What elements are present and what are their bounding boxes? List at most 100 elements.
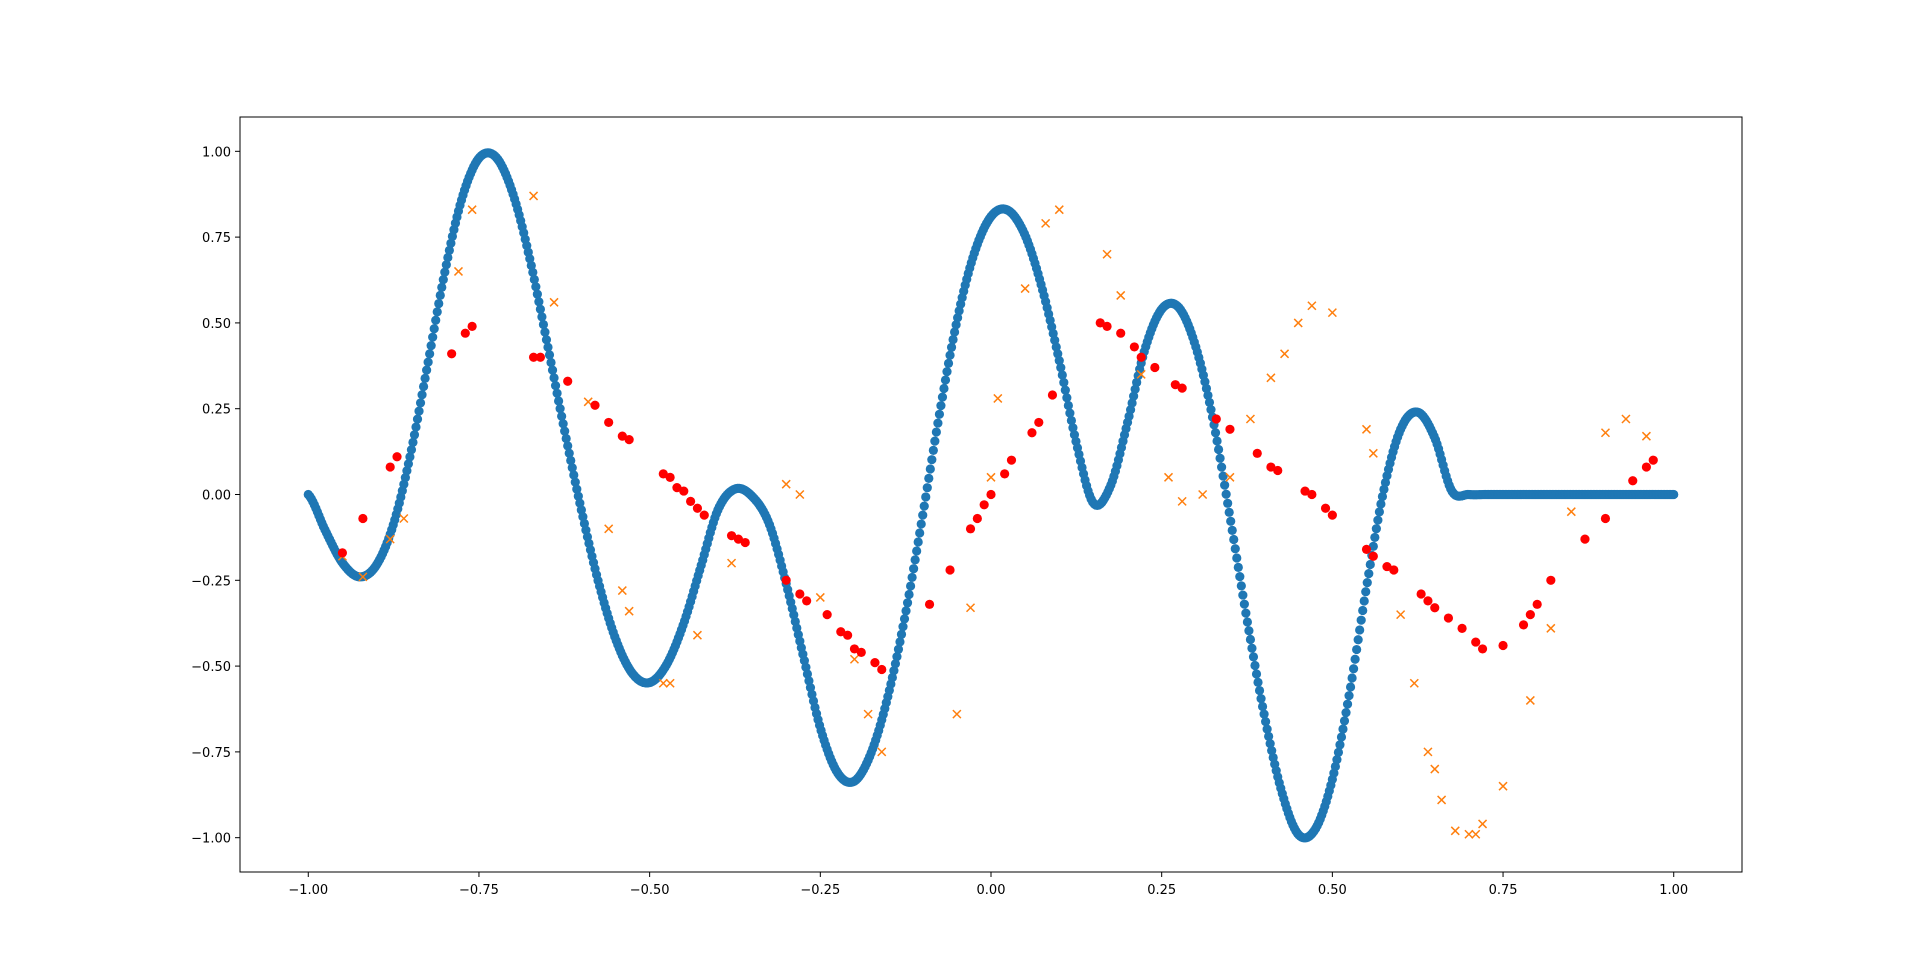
curve-point [924, 473, 934, 483]
curve-point [909, 564, 919, 574]
red-point [836, 627, 846, 637]
curve-point [1217, 462, 1227, 472]
y-tick-label: 0.50 [202, 317, 231, 332]
red-point [1532, 599, 1542, 609]
curve-point [403, 459, 414, 469]
x-tick-label: 0.50 [1318, 883, 1347, 898]
x-marker [617, 586, 627, 596]
curve-point [1238, 590, 1248, 600]
x-marker-stroke [549, 297, 559, 307]
x-marker-stroke [1177, 496, 1187, 506]
y-tick-label: 0.00 [202, 489, 231, 504]
x-marker [1409, 678, 1419, 688]
red-point [965, 524, 976, 534]
x-marker-stroke [1361, 424, 1372, 434]
red-point [986, 489, 996, 500]
curve-point [1359, 596, 1369, 606]
red-point [781, 575, 791, 585]
x-marker-stroke [1266, 373, 1276, 383]
curve-point [1241, 608, 1251, 618]
red-point [1641, 462, 1652, 472]
x-marker [604, 524, 614, 534]
curve-point [1339, 716, 1350, 726]
red-point [1320, 503, 1331, 513]
x-marker [1198, 489, 1208, 500]
curve-point [1250, 660, 1260, 671]
curve-point [432, 307, 442, 317]
y-tick-label: −0.75 [191, 746, 231, 761]
curve-point [927, 455, 937, 465]
curve-point [1257, 701, 1268, 712]
x-marker-stroke [385, 534, 395, 544]
curve-point [921, 492, 931, 502]
red-point [1648, 455, 1658, 465]
x-tick-label: −0.75 [459, 883, 499, 898]
x-marker [549, 297, 559, 307]
curve-point [951, 320, 961, 330]
curve-point [1341, 708, 1351, 718]
curve-point [1344, 691, 1354, 701]
red-point [870, 658, 880, 668]
x-marker-stroke [358, 572, 368, 582]
red-point [1300, 486, 1310, 496]
curve-point [1060, 385, 1070, 395]
x-marker [1280, 349, 1290, 359]
red-point [1116, 328, 1126, 338]
x-marker-stroke [863, 709, 873, 719]
curve-point [402, 466, 412, 476]
red-point [392, 452, 402, 462]
red-point [1518, 620, 1529, 630]
x-marker [1102, 249, 1112, 259]
x-marker-stroke [1430, 764, 1440, 774]
curve-point [1063, 400, 1073, 411]
curve-point [1335, 740, 1345, 750]
curve-point [1204, 397, 1215, 408]
curve-point [1247, 643, 1257, 653]
red-point [604, 417, 614, 428]
x-marker [815, 592, 825, 602]
red-point [822, 610, 832, 620]
curve-point [949, 327, 960, 337]
x-tick-label: 0.75 [1489, 883, 1518, 898]
curve-point [1059, 377, 1069, 388]
x-marker-stroke [1163, 472, 1174, 482]
curve-point [438, 275, 448, 285]
curve-point [936, 401, 946, 411]
red-point [1211, 414, 1221, 424]
curve-point [922, 483, 932, 493]
curve-point [541, 335, 552, 345]
curve-point [563, 441, 573, 451]
curve-point [1223, 498, 1233, 508]
curve-point [1371, 524, 1381, 534]
x-marker [781, 479, 791, 489]
curve-point [550, 380, 561, 391]
curve-point [1227, 525, 1237, 535]
x-marker [665, 678, 675, 688]
curve-point [1377, 491, 1388, 502]
x-marker [986, 472, 996, 482]
red-point [1027, 428, 1037, 438]
red-point [699, 510, 709, 520]
curve-point [434, 298, 444, 309]
red-point [1307, 489, 1317, 500]
x-tick-label: −0.50 [630, 883, 670, 898]
red-point [1102, 321, 1112, 331]
red-point [1170, 380, 1180, 390]
red-point [1498, 640, 1508, 651]
curve-point [526, 260, 536, 271]
x-marker-stroke [1136, 369, 1146, 379]
red-point [1600, 513, 1611, 524]
curve-point [422, 365, 432, 375]
curve-point [1065, 408, 1075, 418]
curve-point [1127, 398, 1137, 408]
x-marker-stroke [583, 397, 593, 407]
curve-point [1379, 484, 1389, 494]
x-marker-stroke [1546, 623, 1556, 633]
curve-point [1236, 581, 1246, 591]
x-marker [727, 558, 737, 568]
x-marker [1307, 301, 1317, 311]
red-point [658, 469, 668, 479]
x-marker-stroke [1471, 829, 1481, 839]
